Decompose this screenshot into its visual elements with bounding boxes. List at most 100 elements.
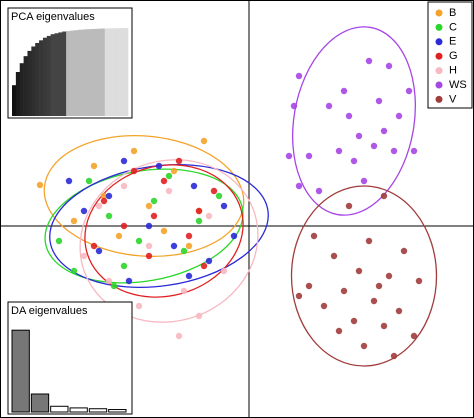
legend-label: B (449, 7, 456, 19)
bar (85, 29, 90, 116)
point (145, 202, 153, 210)
bar (77, 29, 82, 116)
point (170, 167, 178, 175)
point (145, 252, 153, 260)
point (120, 262, 128, 270)
point (415, 277, 423, 285)
point (180, 247, 188, 255)
point (85, 177, 93, 185)
point (380, 322, 388, 330)
bar (50, 34, 55, 116)
point (220, 267, 228, 275)
inset-title: PCA eigenvalues (11, 11, 95, 23)
point (120, 157, 128, 165)
point (145, 242, 153, 250)
point (210, 187, 218, 195)
point (55, 237, 63, 245)
bar (88, 408, 108, 413)
bar (108, 28, 113, 117)
point (125, 277, 133, 285)
point (220, 202, 228, 210)
point (325, 102, 333, 110)
point (340, 287, 348, 295)
point (150, 212, 158, 220)
point (80, 207, 88, 215)
point (165, 187, 173, 195)
point (155, 162, 163, 170)
point (330, 252, 338, 260)
legend-marker (435, 9, 443, 17)
point (360, 342, 368, 350)
point (305, 282, 313, 290)
point (175, 157, 183, 165)
point (345, 202, 353, 210)
point (390, 147, 398, 155)
point (410, 147, 418, 155)
bar (124, 28, 129, 116)
bar (81, 29, 86, 116)
point (335, 327, 343, 335)
point (195, 207, 203, 215)
point (100, 197, 108, 205)
point (130, 167, 138, 175)
point (310, 232, 318, 240)
bar (120, 28, 125, 117)
point (115, 232, 123, 240)
point (120, 222, 128, 230)
bar (19, 63, 24, 116)
point (90, 242, 98, 250)
point (285, 152, 293, 160)
point (105, 277, 113, 285)
point (200, 262, 208, 270)
bar (27, 50, 32, 116)
bar (73, 30, 79, 117)
legend-label: E (449, 36, 456, 48)
point (305, 152, 313, 160)
point (340, 87, 348, 95)
point (105, 192, 113, 200)
point (355, 132, 363, 140)
legend-marker (435, 95, 443, 103)
bar (104, 28, 109, 116)
point (195, 217, 203, 225)
point (70, 217, 78, 225)
point (295, 292, 303, 300)
point (370, 297, 378, 305)
point (360, 177, 368, 185)
bar (116, 28, 121, 116)
point (200, 137, 208, 145)
point (100, 192, 108, 200)
point (410, 332, 418, 340)
point (105, 212, 113, 220)
legend-label: C (449, 21, 457, 33)
bar (23, 56, 28, 116)
point (405, 87, 413, 95)
bar (70, 30, 75, 116)
legend-label: V (449, 93, 457, 105)
point (365, 57, 373, 65)
point (185, 272, 193, 280)
group-ellipse (43, 134, 245, 258)
point (95, 202, 103, 210)
point (375, 282, 383, 290)
point (295, 182, 303, 190)
bar (100, 28, 106, 116)
point (205, 212, 213, 220)
point (190, 182, 198, 190)
point (185, 232, 193, 240)
point (380, 192, 388, 200)
point (150, 197, 158, 205)
bar (58, 32, 63, 116)
point (170, 242, 178, 250)
bar (39, 40, 44, 116)
group-ellipse (290, 185, 438, 367)
bar (54, 33, 59, 116)
point (350, 317, 358, 325)
bar (35, 42, 40, 116)
point (230, 232, 238, 240)
point (135, 302, 143, 310)
group-ellipse (84, 164, 244, 298)
point (110, 282, 118, 290)
legend-label: H (449, 65, 457, 77)
